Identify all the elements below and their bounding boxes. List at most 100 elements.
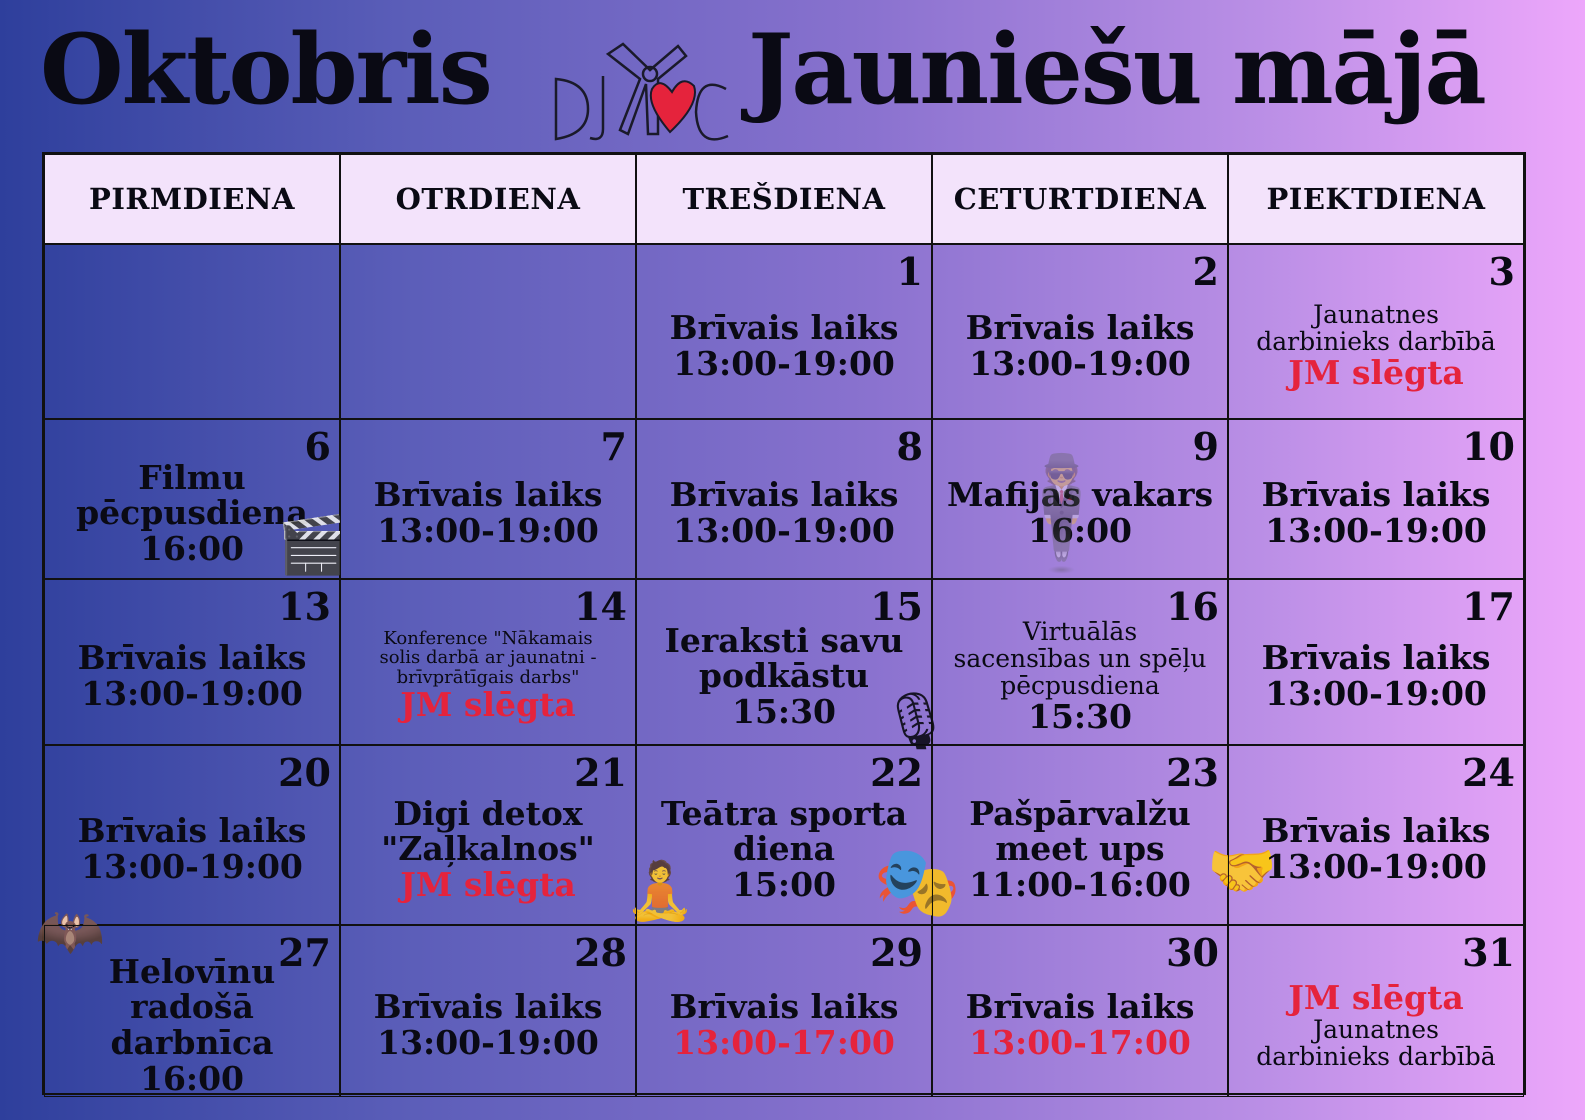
calendar-day-cell: 7 Brīvais laiks 13:00-19:00 xyxy=(340,419,636,579)
day-number: 23 xyxy=(1166,750,1219,795)
day-number: 17 xyxy=(1462,584,1515,629)
calendar-day-cell: 13 Brīvais laiks 13:00-19:00 xyxy=(44,579,340,745)
calendar-day-cell: 27 Helovīnu radošā darbnīca 16:00 xyxy=(44,925,340,1097)
day-number: 28 xyxy=(574,930,627,975)
event-text: Filmu xyxy=(138,457,246,497)
calendar-day-cell: 24 Brīvais laiks 13:00-19:00 xyxy=(1228,745,1524,925)
event-text: 13:00-19:00 xyxy=(81,847,303,886)
event-text: Ieraksti savu xyxy=(664,620,904,660)
day-number: 22 xyxy=(870,750,923,795)
event-text: pēcpusdiena xyxy=(76,493,308,533)
event-text: Brīvais laiks xyxy=(1261,475,1491,515)
calendar-day-cell: 31 JM slēgta Jaunatnes darbinieks darbībā xyxy=(1228,925,1524,1097)
status-text: JM slēgta xyxy=(1288,978,1464,1018)
event-text: darbinieks darbībā xyxy=(1256,326,1496,356)
event-text: Brīvais laiks xyxy=(77,638,307,678)
event-text: Brīvais laiks xyxy=(669,987,899,1027)
title-month: Oktobris xyxy=(40,13,493,126)
weekday-header: TREŠDIENA xyxy=(636,154,932,244)
calendar-day-cell: 9 Mafijas vakars 16:00 🕴 xyxy=(932,419,1228,579)
day-number: 2 xyxy=(1192,249,1219,294)
calendar-day-cell: 8 Brīvais laiks 13:00-19:00 xyxy=(636,419,932,579)
day-number: 24 xyxy=(1462,750,1515,795)
calendar-day-cell: 15 Ieraksti savu podkāstu 15:30 🎙 xyxy=(636,579,951,754)
event-text: 13:00-19:00 xyxy=(1265,847,1487,886)
calendar-day-cell: 14 Konference "Nākamais solis darbā ar jau… xyxy=(340,579,636,745)
calendar-day-cell: 21 Digi detox "Zaļkalnos" JM slēgta 🧘 xyxy=(340,745,695,925)
weekday-header: OTRDIENA xyxy=(340,154,636,244)
day-number: 14 xyxy=(574,584,627,629)
calendar-day-cell: 29 Brīvais laiks 13:00-17:00 xyxy=(636,925,932,1097)
event-text: Konference "Nākamais xyxy=(383,628,593,650)
day-number: 13 xyxy=(278,584,331,629)
status-text: JM slēgta xyxy=(1288,352,1464,392)
title-place: Jauniešu mājā xyxy=(748,13,1487,126)
event-text: sacensības un spēļu xyxy=(953,643,1207,673)
day-number: 10 xyxy=(1462,424,1515,469)
day-number: 20 xyxy=(278,750,331,795)
event-text: solis darbā ar jaunatni - xyxy=(379,647,597,669)
day-number: 8 xyxy=(896,424,923,469)
day-number: 27 xyxy=(278,930,331,975)
event-text: 15:00 xyxy=(731,864,837,904)
status-text: 13:00-17:00 xyxy=(969,1023,1191,1062)
weekday-header: PIEKTDIENA xyxy=(1228,154,1524,244)
event-text: 16:00 xyxy=(139,528,245,568)
event-text: Brīvais laiks xyxy=(965,307,1195,347)
event-text: Mafijas vakars xyxy=(946,475,1214,515)
calendar-grid: PIRMDIENA OTRDIENA TREŠDIENA CETURTDIENA PIE… xyxy=(35,152,1526,1097)
day-number: 29 xyxy=(870,930,923,975)
event-text: Brīvais laiks xyxy=(669,307,899,347)
day-number: 30 xyxy=(1166,930,1219,975)
calendar-day-cell: 30 Brīvais laiks 13:00-17:00 xyxy=(932,925,1228,1097)
calendar-day-cell: 20 Brīvais laiks 13:00-19:00 🦇 xyxy=(35,745,340,964)
event-text: darbinieks darbībā xyxy=(1256,1041,1496,1071)
calendar-day-cell: 22 Teātra sporta diena 15:00 🎭 xyxy=(636,745,961,925)
event-text: Pašpārvalžu xyxy=(969,793,1191,833)
calendar-day-cell: 16 Virtuālās sacensības un spēļu pēcpusdien… xyxy=(932,579,1228,745)
event-text: Brīvais laiks xyxy=(373,475,603,515)
day-number: 31 xyxy=(1462,930,1515,975)
calendar-day-cell: 10 Brīvais laiks 13:00-19:00 xyxy=(1228,419,1524,579)
day-number: 6 xyxy=(304,424,331,469)
event-text: brīvprātīgais darbs" xyxy=(396,666,580,688)
event-text: Brīvais laiks xyxy=(373,987,603,1027)
calendar-day-cell: 3 Jaunatnes darbinieks darbībā JM slēgta xyxy=(1228,244,1524,419)
event-text: Virtuālās xyxy=(1022,616,1138,646)
event-text: 13:00-19:00 xyxy=(1265,511,1487,550)
event-text: 16:00 xyxy=(139,1058,245,1098)
event-text: Helovīnu xyxy=(108,951,276,991)
day-number: 3 xyxy=(1488,249,1515,294)
event-text: diena xyxy=(733,829,835,869)
event-text: pēcpusdiena xyxy=(1000,670,1160,700)
status-text: JM slēgta xyxy=(400,685,576,725)
calendar-day-cell xyxy=(44,244,340,419)
event-text: radošā darbnīca xyxy=(110,987,274,1062)
event-text: Brīvais laiks xyxy=(1261,638,1491,678)
event-text: 13:00-19:00 xyxy=(1265,674,1487,713)
status-text: 13:00-17:00 xyxy=(673,1023,895,1062)
event-text: Brīvais laiks xyxy=(77,811,307,851)
djmc-logo xyxy=(554,42,729,141)
day-number: 1 xyxy=(896,249,923,294)
calendar-day-cell: 2 Brīvais laiks 13:00-19:00 xyxy=(932,244,1228,419)
event-text: podkāstu xyxy=(698,656,870,696)
event-text: 13:00-19:00 xyxy=(673,511,895,550)
event-text: 13:00-19:00 xyxy=(81,674,303,713)
event-text: 13:00-19:00 xyxy=(969,343,1191,383)
calendar-day-cell: 17 Brīvais laiks 13:00-19:00 xyxy=(1228,579,1524,745)
weekday-header: PIRMDIENA xyxy=(44,154,340,244)
event-text: 16:00 xyxy=(1027,511,1133,550)
calendar-day-cell: 23 Pašpārvalžu meet ups 11:00-16:00 🤝 xyxy=(932,745,1277,925)
event-text: 15:30 xyxy=(1027,696,1133,736)
weekday-header: CETURTDIENA xyxy=(932,154,1228,244)
event-text: Teātra sporta xyxy=(660,793,908,833)
event-text: 15:30 xyxy=(731,691,837,731)
day-number: 16 xyxy=(1166,584,1219,629)
event-text: 13:00-19:00 xyxy=(673,343,895,383)
event-text: Brīvais laiks xyxy=(965,987,1195,1027)
event-text: 13:00-19:00 xyxy=(377,1023,599,1062)
day-number: 7 xyxy=(600,424,627,469)
status-text: JM slēgta xyxy=(400,864,576,904)
event-text: meet ups xyxy=(995,829,1165,869)
